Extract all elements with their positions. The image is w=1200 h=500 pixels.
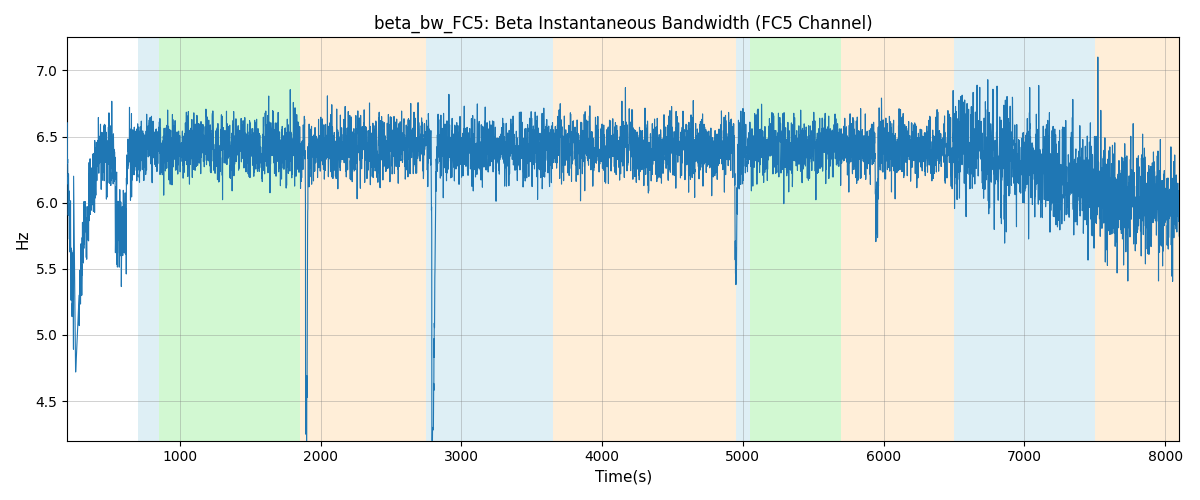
Y-axis label: Hz: Hz (16, 230, 30, 249)
Bar (954, 38, 1094, 440)
Title: beta_bw_FC5: Beta Instantaneous Bandwidth (FC5 Channel): beta_bw_FC5: Beta Instantaneous Bandwidt… (374, 15, 872, 34)
X-axis label: Time(s): Time(s) (595, 470, 652, 485)
Bar (138, 38, 158, 440)
Bar (158, 38, 300, 440)
Bar (426, 38, 553, 440)
Bar (750, 38, 841, 440)
Bar (553, 38, 736, 440)
Bar (300, 38, 426, 440)
Bar (841, 38, 954, 440)
Bar (736, 38, 750, 440)
Bar (1094, 38, 1180, 440)
